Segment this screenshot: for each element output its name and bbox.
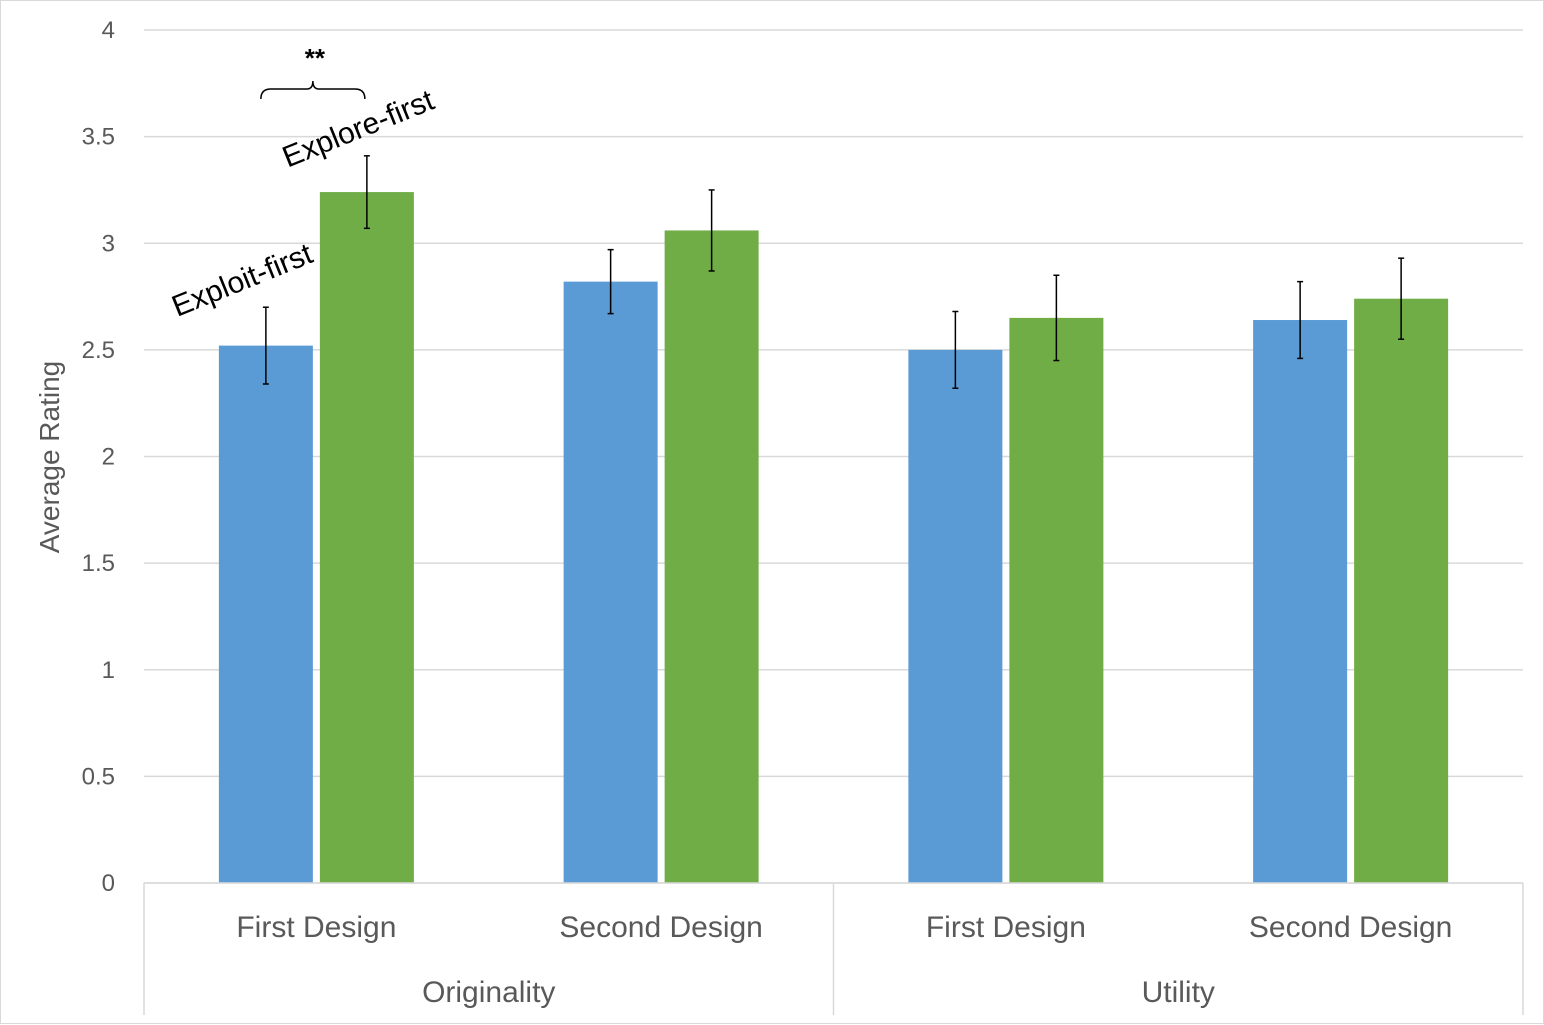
- bar: [1253, 320, 1348, 883]
- y-tick-label: 3: [102, 230, 115, 257]
- y-tick-label: 1.5: [82, 550, 115, 577]
- series-label-explore-first: Explore-first: [278, 83, 439, 174]
- x-category-label: First Design: [236, 911, 396, 944]
- series-label-exploit-first: Exploit-first: [167, 237, 318, 323]
- bar: [664, 230, 759, 883]
- x-group-label: Utility: [1142, 976, 1215, 1009]
- bar: [319, 192, 414, 883]
- x-category-label: First Design: [926, 911, 1086, 944]
- y-axis-label: Average Rating: [34, 361, 65, 554]
- significance-marker: **: [305, 43, 326, 73]
- bar: [1354, 298, 1449, 883]
- error-bars: [262, 155, 1405, 390]
- bars: [218, 192, 1449, 883]
- y-tick-label: 2.5: [82, 337, 115, 364]
- y-tick-label: 0: [102, 870, 115, 897]
- bar: [1009, 317, 1104, 883]
- bar: [218, 345, 313, 883]
- x-category-label: Second Design: [1249, 911, 1452, 944]
- y-tick-label: 4: [102, 17, 115, 44]
- bar: [563, 281, 658, 883]
- x-axis: First Design Second Design First Design Sec…: [143, 882, 1524, 1015]
- y-tick-label: 0.5: [82, 763, 115, 790]
- y-tick-label: 3.5: [82, 124, 115, 151]
- y-tick-label: 2: [102, 444, 115, 471]
- x-group-label: Originality: [422, 976, 555, 1009]
- y-axis-ticks: 0 0.5 1 1.5 2 2.5 3 3.5 4: [82, 17, 115, 897]
- x-category-label: Second Design: [559, 911, 762, 944]
- significance-bracket: [260, 80, 366, 100]
- bar: [908, 349, 1003, 883]
- y-tick-label: 1: [102, 657, 115, 684]
